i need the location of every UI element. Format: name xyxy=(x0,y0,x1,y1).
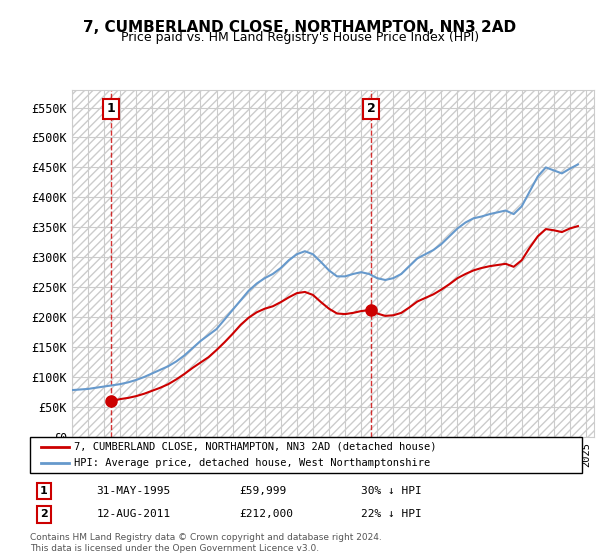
Text: 31-MAY-1995: 31-MAY-1995 xyxy=(96,486,170,496)
Text: 7, CUMBERLAND CLOSE, NORTHAMPTON, NN3 2AD (detached house): 7, CUMBERLAND CLOSE, NORTHAMPTON, NN3 2A… xyxy=(74,442,437,452)
Text: Contains HM Land Registry data © Crown copyright and database right 2024.
This d: Contains HM Land Registry data © Crown c… xyxy=(30,533,382,553)
Text: 12-AUG-2011: 12-AUG-2011 xyxy=(96,509,170,519)
Text: 30% ↓ HPI: 30% ↓ HPI xyxy=(361,486,422,496)
Text: £212,000: £212,000 xyxy=(240,509,294,519)
Text: 7, CUMBERLAND CLOSE, NORTHAMPTON, NN3 2AD: 7, CUMBERLAND CLOSE, NORTHAMPTON, NN3 2A… xyxy=(83,20,517,35)
Text: 2: 2 xyxy=(367,102,376,115)
Text: 1: 1 xyxy=(40,486,47,496)
Text: HPI: Average price, detached house, West Northamptonshire: HPI: Average price, detached house, West… xyxy=(74,458,430,468)
Polygon shape xyxy=(72,90,594,437)
Text: 2: 2 xyxy=(40,509,47,519)
Text: £59,999: £59,999 xyxy=(240,486,287,496)
Text: 1: 1 xyxy=(106,102,115,115)
Text: 22% ↓ HPI: 22% ↓ HPI xyxy=(361,509,422,519)
Bar xyxy=(72,90,594,437)
FancyBboxPatch shape xyxy=(30,437,582,473)
Text: Price paid vs. HM Land Registry's House Price Index (HPI): Price paid vs. HM Land Registry's House … xyxy=(121,31,479,44)
